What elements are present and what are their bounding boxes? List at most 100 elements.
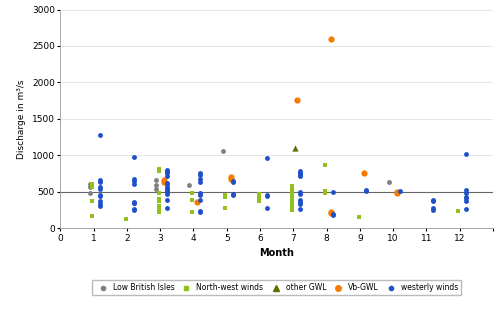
North-west winds — [255, 198, 263, 203]
westerly winds — [296, 171, 304, 176]
westerly winds — [130, 178, 138, 183]
westerly winds — [163, 188, 171, 193]
westerly winds — [296, 197, 304, 202]
westerly winds — [229, 180, 237, 185]
westerly winds — [329, 189, 337, 194]
North-west winds — [155, 203, 163, 208]
westerly winds — [196, 210, 204, 215]
North-west winds — [255, 191, 263, 197]
westerly winds — [329, 213, 337, 218]
North-west winds — [188, 197, 196, 202]
westerly winds — [396, 189, 404, 194]
westerly winds — [196, 170, 204, 175]
westerly winds — [429, 207, 437, 212]
North-west winds — [321, 189, 329, 194]
westerly winds — [296, 169, 304, 174]
westerly winds — [163, 180, 171, 185]
X-axis label: Month: Month — [259, 248, 294, 258]
westerly winds — [196, 193, 204, 198]
westerly winds — [263, 194, 271, 199]
Low British Isles — [186, 183, 194, 188]
Vb-GWL — [326, 210, 334, 215]
Y-axis label: Discharge in m³/s: Discharge in m³/s — [17, 79, 26, 158]
westerly winds — [196, 176, 204, 181]
North-west winds — [89, 182, 97, 187]
westerly winds — [196, 179, 204, 184]
westerly winds — [263, 192, 271, 197]
Low British Isles — [86, 185, 94, 190]
westerly winds — [163, 186, 171, 191]
westerly winds — [229, 178, 237, 183]
Vb-GWL — [393, 190, 401, 195]
North-west winds — [288, 202, 296, 207]
westerly winds — [296, 173, 304, 178]
westerly winds — [296, 202, 304, 207]
westerly winds — [462, 187, 470, 192]
westerly winds — [462, 190, 470, 195]
westerly winds — [96, 178, 104, 183]
westerly winds — [130, 201, 138, 206]
North-west winds — [155, 210, 163, 215]
North-west winds — [288, 197, 296, 202]
Low British Isles — [152, 183, 160, 188]
North-west winds — [288, 199, 296, 204]
Vb-GWL — [326, 210, 334, 216]
westerly winds — [96, 202, 104, 207]
Legend: Low British Isles, North-west winds, other GWL, Vb-GWL, westerly winds: Low British Isles, North-west winds, oth… — [92, 280, 461, 295]
North-west winds — [288, 186, 296, 191]
westerly winds — [296, 172, 304, 178]
westerly winds — [196, 197, 204, 202]
westerly winds — [96, 192, 104, 197]
North-west winds — [288, 184, 296, 189]
Low British Isles — [86, 190, 94, 195]
westerly winds — [296, 207, 304, 212]
Vb-GWL — [293, 97, 301, 102]
Vb-GWL — [160, 180, 168, 185]
westerly winds — [163, 185, 171, 190]
westerly winds — [130, 177, 138, 182]
North-west winds — [221, 194, 229, 199]
North-west winds — [89, 198, 97, 203]
Low British Isles — [219, 148, 227, 153]
North-west winds — [155, 167, 163, 172]
North-west winds — [188, 191, 196, 196]
North-west winds — [288, 190, 296, 195]
North-west winds — [255, 197, 263, 202]
Low British Isles — [152, 178, 160, 183]
westerly winds — [130, 154, 138, 159]
westerly winds — [196, 191, 204, 196]
westerly winds — [163, 182, 171, 187]
westerly winds — [229, 191, 237, 197]
westerly winds — [462, 206, 470, 211]
North-west winds — [288, 204, 296, 210]
North-west winds — [188, 190, 196, 195]
westerly winds — [329, 212, 337, 217]
westerly winds — [96, 185, 104, 190]
westerly winds — [96, 204, 104, 209]
North-west winds — [188, 210, 196, 215]
westerly winds — [163, 170, 171, 175]
Vb-GWL — [360, 170, 368, 175]
westerly winds — [163, 168, 171, 173]
westerly winds — [196, 209, 204, 214]
westerly winds — [130, 182, 138, 187]
Vb-GWL — [227, 175, 235, 180]
westerly winds — [429, 197, 437, 202]
North-west winds — [155, 199, 163, 204]
Vb-GWL — [227, 177, 235, 182]
westerly winds — [130, 206, 138, 211]
Vb-GWL — [160, 178, 168, 183]
westerly winds — [96, 179, 104, 184]
westerly winds — [163, 205, 171, 210]
North-west winds — [155, 191, 163, 196]
westerly winds — [130, 207, 138, 212]
North-west winds — [155, 168, 163, 173]
North-west winds — [221, 193, 229, 198]
North-west winds — [288, 194, 296, 199]
North-west winds — [122, 217, 130, 222]
westerly winds — [462, 194, 470, 199]
westerly winds — [296, 191, 304, 197]
westerly winds — [429, 205, 437, 210]
westerly winds — [363, 189, 371, 194]
westerly winds — [196, 172, 204, 178]
